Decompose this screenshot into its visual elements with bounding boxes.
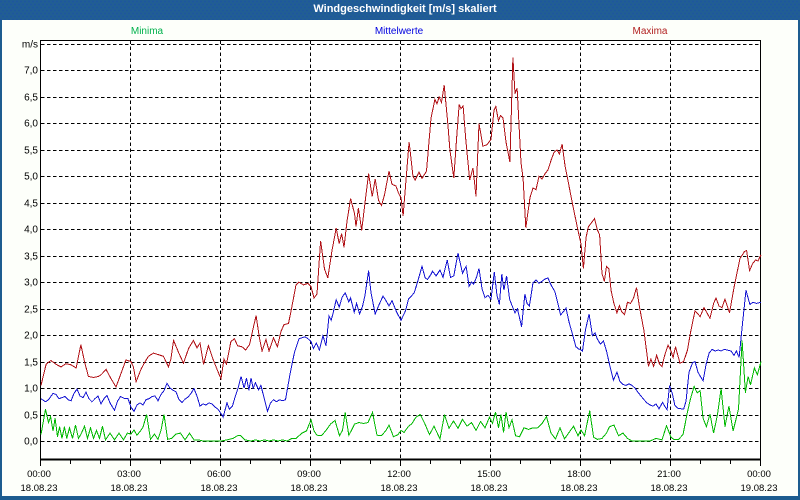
svg-text:21:00: 21:00 <box>657 469 681 480</box>
svg-text:19.08.23: 19.08.23 <box>741 483 778 494</box>
svg-text:5,0: 5,0 <box>24 172 38 183</box>
svg-text:18.08.23: 18.08.23 <box>651 483 688 494</box>
svg-text:Maxima: Maxima <box>632 26 667 37</box>
svg-text:Mittelwerte: Mittelwerte <box>375 26 424 37</box>
svg-text:1,0: 1,0 <box>24 384 38 395</box>
svg-text:09:00: 09:00 <box>297 469 321 480</box>
svg-text:5,5: 5,5 <box>24 146 38 157</box>
svg-text:18.08.23: 18.08.23 <box>291 483 328 494</box>
svg-text:18.08.23: 18.08.23 <box>21 483 58 494</box>
svg-text:Windgeschwindigkeit [m/s] skal: Windgeschwindigkeit [m/s] skaliert <box>313 3 497 15</box>
svg-text:12:00: 12:00 <box>387 469 411 480</box>
svg-text:3,0: 3,0 <box>24 278 38 289</box>
svg-text:2,5: 2,5 <box>24 305 38 316</box>
svg-text:m/s: m/s <box>22 40 38 51</box>
svg-text:0,0: 0,0 <box>24 437 38 448</box>
svg-text:4,0: 4,0 <box>24 225 38 236</box>
svg-text:18.08.23: 18.08.23 <box>381 483 418 494</box>
svg-text:Minima: Minima <box>131 26 164 37</box>
svg-text:7,0: 7,0 <box>24 66 38 77</box>
svg-text:2,0: 2,0 <box>24 331 38 342</box>
svg-text:06:00: 06:00 <box>207 469 231 480</box>
svg-text:00:00: 00:00 <box>747 469 771 480</box>
svg-text:00:00: 00:00 <box>27 469 51 480</box>
svg-text:03:00: 03:00 <box>117 469 141 480</box>
svg-text:4,5: 4,5 <box>24 199 38 210</box>
svg-text:18.08.23: 18.08.23 <box>561 483 598 494</box>
svg-text:6,5: 6,5 <box>24 93 38 104</box>
svg-text:1,5: 1,5 <box>24 358 38 369</box>
svg-text:18.08.23: 18.08.23 <box>111 483 148 494</box>
svg-text:3,5: 3,5 <box>24 252 38 263</box>
svg-text:18.08.23: 18.08.23 <box>201 483 238 494</box>
svg-text:0,5: 0,5 <box>24 411 38 422</box>
svg-text:18.08.23: 18.08.23 <box>471 483 508 494</box>
svg-text:6,0: 6,0 <box>24 119 38 130</box>
svg-text:15:00: 15:00 <box>477 469 501 480</box>
svg-text:18:00: 18:00 <box>567 469 591 480</box>
